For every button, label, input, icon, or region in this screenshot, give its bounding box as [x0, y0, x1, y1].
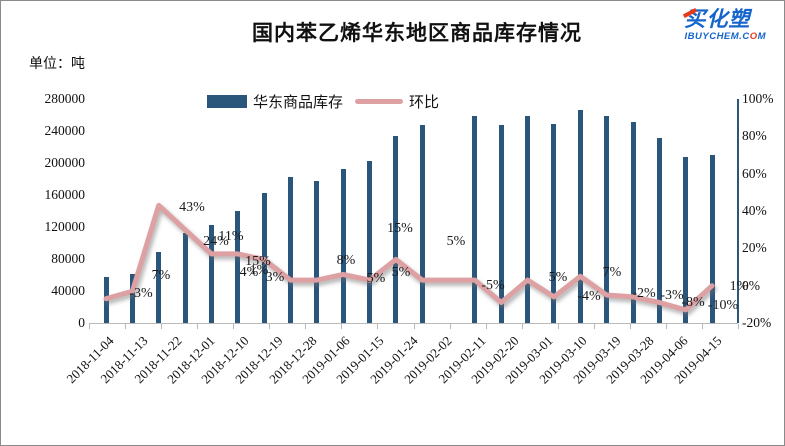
inventory-bar: [419, 125, 425, 323]
inventory-bar: [314, 181, 320, 323]
line-data-label: 5%: [366, 271, 386, 286]
inventory-bar: [551, 123, 557, 323]
line-data-label: 8%: [336, 253, 356, 268]
line-data-label: 43%: [179, 200, 205, 215]
inventory-bar: [129, 274, 135, 323]
x-axis-tick-mark: [449, 324, 451, 329]
secondary-axis-tick-label: 20%: [742, 240, 767, 256]
line-data-label: 7%: [151, 268, 171, 283]
secondary-axis-tick-label: -20%: [742, 315, 772, 330]
line-data-label: 4%: [239, 265, 259, 280]
inventory-bar: [235, 211, 241, 323]
inventory-bar: [577, 110, 583, 323]
line-data-label: 5%: [548, 270, 568, 285]
inventory-bar: [393, 135, 399, 323]
brand-logo-text: 买化塑: [682, 7, 751, 31]
x-axis-tick-mark: [233, 324, 235, 329]
x-axis-tick-mark: [701, 324, 703, 329]
inventory-bar: [525, 115, 531, 323]
primary-axis-tick-label: 120000: [44, 219, 86, 234]
inventory-bar: [287, 177, 293, 323]
inventory-bar: [604, 115, 610, 323]
chart-legend: 华东商品库存 环比: [207, 91, 439, 112]
legend-label-bar: 华东商品库存: [253, 95, 344, 111]
x-axis-tick-mark: [557, 324, 559, 329]
logo-site-text: IBUYCHEM.COM: [684, 31, 766, 42]
line-data-label: 1%: [249, 263, 269, 278]
secondary-axis-tick-label: 60%: [742, 165, 767, 181]
secondary-axis-tick-label: 100%: [742, 91, 774, 106]
x-axis-tick-mark: [593, 324, 595, 329]
line-data-label: 11%: [218, 229, 244, 244]
inventory-bar: [156, 251, 162, 323]
inventory-bar: [208, 224, 214, 323]
primary-axis-tick-label: 80000: [51, 251, 85, 266]
x-axis-tick-mark: [269, 324, 271, 329]
line-data-label: -10%: [707, 298, 739, 313]
line-data-label: 24%: [203, 234, 229, 249]
x-axis-tick-mark: [665, 324, 667, 329]
x-axis-tick-mark: [161, 324, 163, 329]
line-data-label: 7%: [602, 265, 622, 280]
secondary-axis-tick-label: 0%: [742, 277, 760, 293]
logo-brand-name: 买化塑: [684, 7, 751, 31]
x-axis-tick-mark: [305, 324, 307, 329]
x-axis-tick-mark: [197, 324, 199, 329]
line-data-label: 5%: [446, 234, 466, 249]
legend-item-bar-series: 华东商品库存: [207, 91, 343, 112]
line-data-label: 3%: [265, 270, 285, 285]
inventory-bar: [182, 232, 188, 323]
secondary-axis-tick-label: 40%: [742, 203, 767, 218]
inventory-bar: [709, 154, 715, 323]
inventory-bar: [656, 138, 662, 323]
line-data-label: -3%: [129, 286, 153, 301]
primary-axis-tick-label: 200000: [44, 155, 86, 170]
x-axis-tick-mark: [738, 324, 739, 329]
inventory-bar: [367, 161, 372, 323]
axis-unit-label: 单位：吨: [29, 57, 85, 72]
line-data-label: -3%: [660, 288, 684, 303]
x-axis-tick-mark: [377, 324, 379, 329]
inventory-bar: [340, 169, 346, 323]
brand-logo: 买化塑 IBUYCHEM.COM: [682, 7, 766, 42]
secondary-axis-line: [737, 99, 739, 323]
x-axis-tick-mark: [485, 324, 487, 329]
line-data-label: -8%: [681, 295, 705, 310]
line-data-label: -5%: [481, 278, 505, 293]
primary-axis-tick-label: 240000: [44, 123, 86, 138]
legend-item-line-series: 环比: [355, 91, 439, 112]
x-axis-tick-mark: [629, 324, 631, 329]
logo-red-o: O: [749, 31, 758, 42]
primary-axis-tick-label: 280000: [44, 91, 86, 106]
primary-axis-tick-label: 160000: [44, 187, 86, 202]
x-axis-tick-mark: [125, 324, 127, 329]
primary-axis-tick-label: 40000: [51, 283, 85, 298]
line-data-label: 15%: [387, 221, 413, 236]
line-data-label: 1%: [729, 279, 749, 294]
line-series-swatch-icon: [355, 99, 404, 104]
chart-title: 国内苯乙烯华东地区商品库存情况: [252, 21, 582, 45]
line-data-label: 15%: [245, 254, 271, 269]
secondary-axis-tick-label: 80%: [742, 128, 767, 144]
x-axis-line: [89, 323, 738, 324]
inventory-bar: [630, 122, 636, 323]
inventory-bar: [498, 125, 504, 323]
line-data-label: 5%: [391, 265, 411, 280]
x-axis-tick-mark: [521, 324, 523, 329]
x-axis-tick-mark: [89, 324, 90, 329]
line-data-label: -2%: [632, 286, 656, 301]
x-axis-tick-mark: [341, 324, 343, 329]
inventory-bar: [683, 157, 689, 323]
legend-label-line: 环比: [409, 95, 440, 111]
ratio-line-path: [103, 202, 715, 313]
inventory-bar: [472, 115, 478, 323]
line-data-label: -4%: [577, 289, 601, 304]
primary-axis-tick-label: 0: [78, 315, 85, 330]
bar-series-swatch-icon: [207, 95, 247, 108]
x-axis-tick-mark: [413, 324, 415, 329]
